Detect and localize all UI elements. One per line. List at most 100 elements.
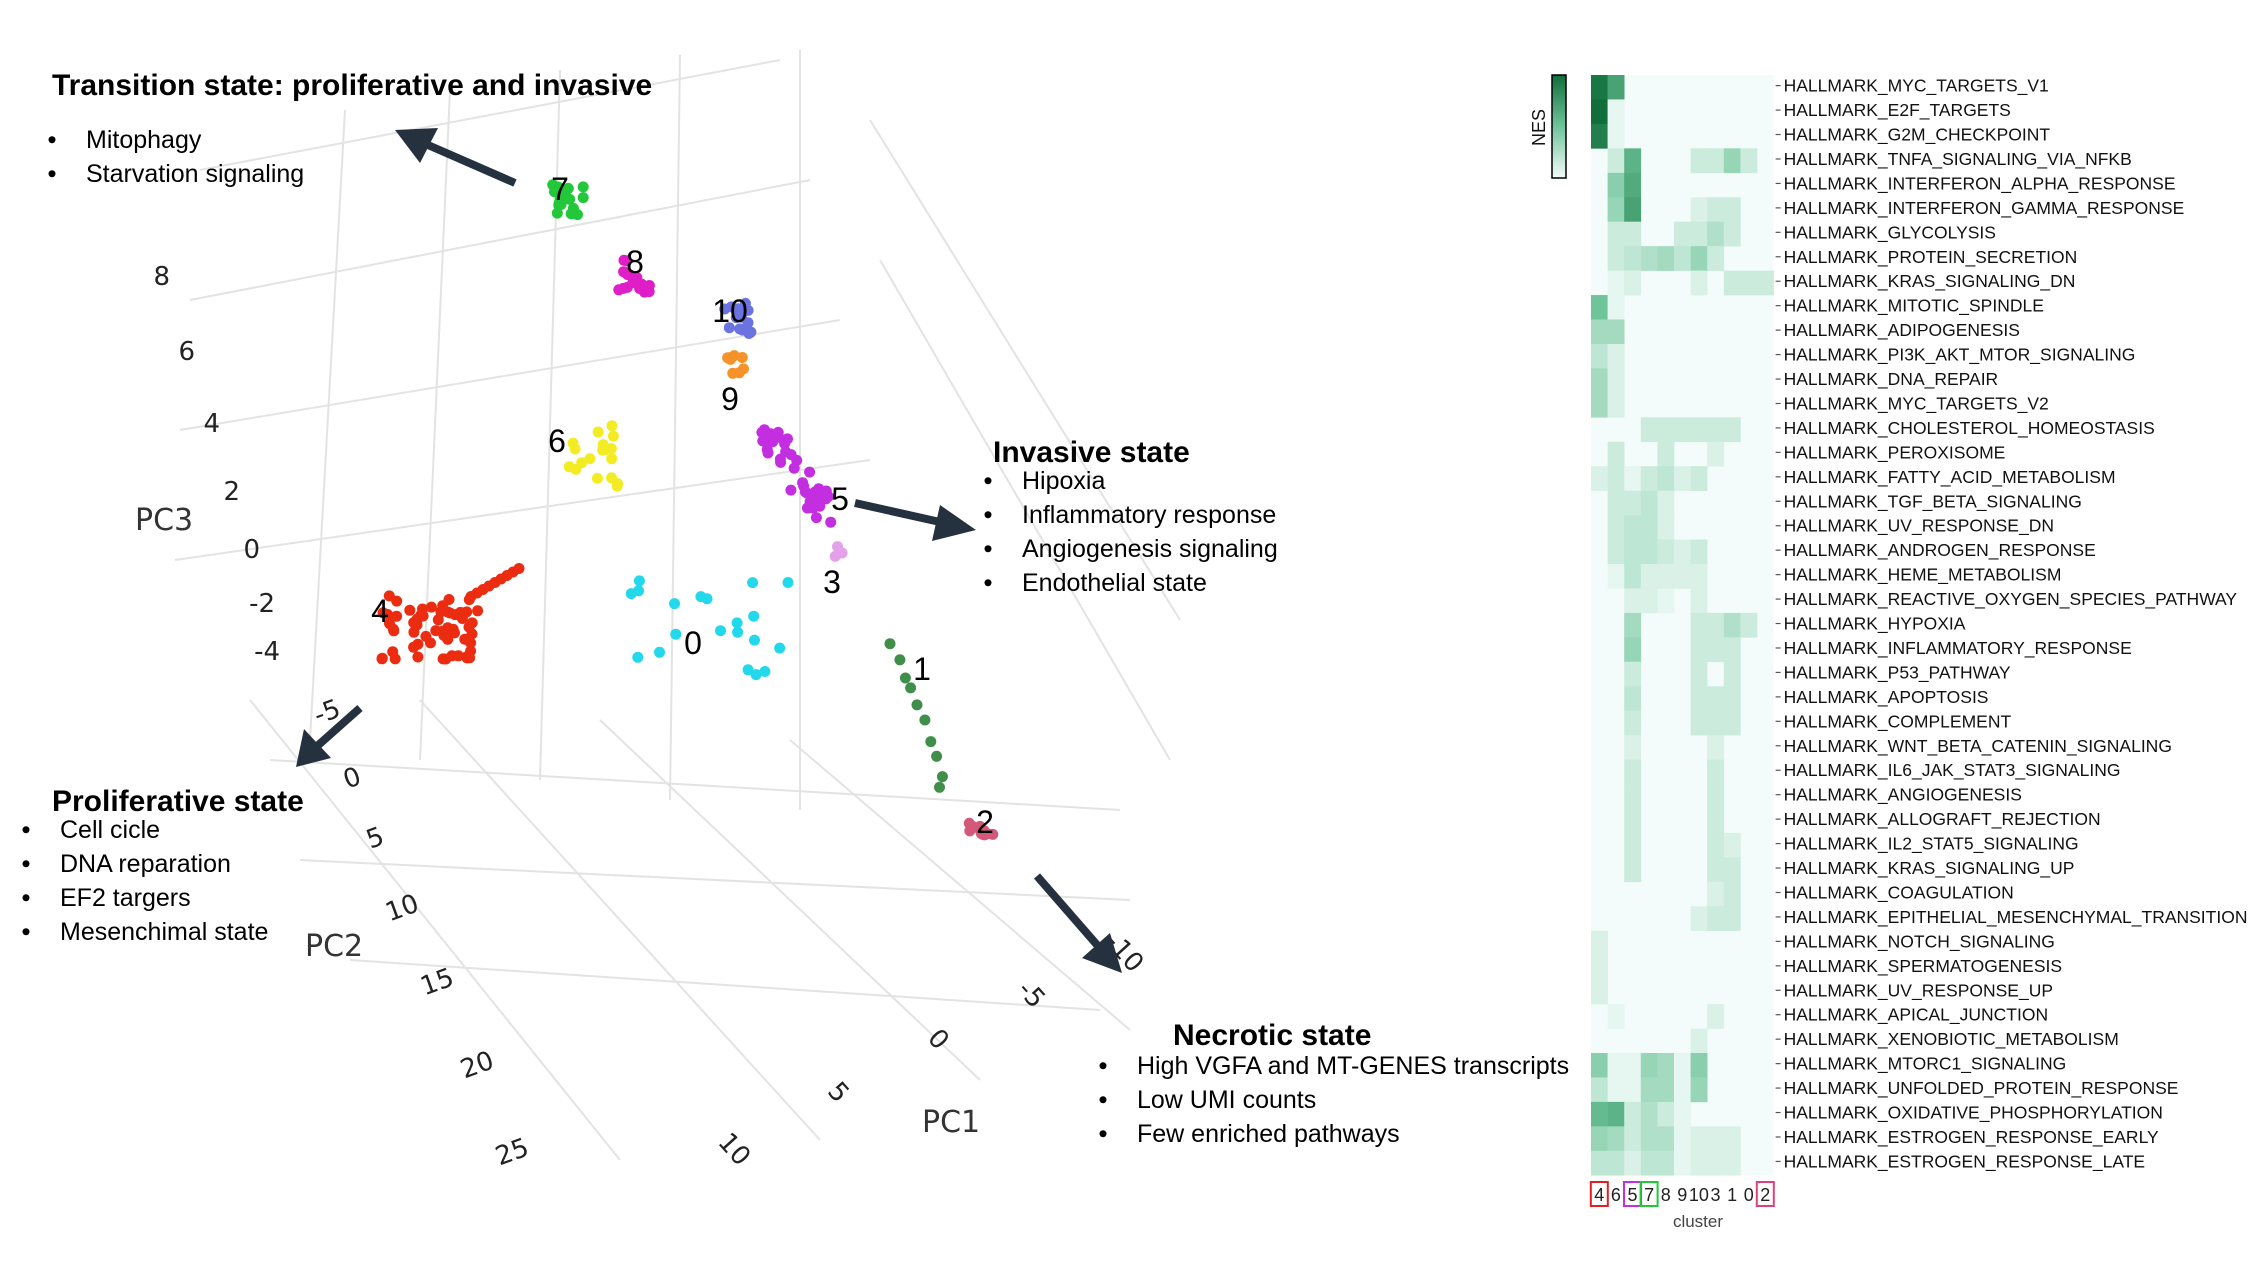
data-point (734, 323, 746, 335)
data-point (425, 601, 437, 613)
data-point (884, 638, 896, 650)
heatmap-cell (1674, 539, 1691, 565)
cluster-2-points (963, 817, 999, 841)
grid-line (179, 319, 841, 431)
bullet (22, 894, 30, 902)
cluster-column-label: 5 (1627, 1185, 1637, 1205)
gene-set-label: HALLMARK_XENOBIOTIC_METABOLISM (1784, 1029, 2119, 1050)
annotation-necrotic: Necrotic state High VGFA and MT-GENES tr… (1099, 1019, 1569, 1148)
data-point (934, 781, 945, 793)
pc1-tick-label: 10 (712, 1127, 756, 1172)
data-point (654, 646, 665, 658)
gene-set-label: HALLMARK_UV_RESPONSE_DN (1784, 516, 2054, 537)
heatmap-cell (1723, 148, 1741, 174)
data-point (782, 577, 794, 588)
heatmap-cell (1690, 1053, 1708, 1078)
heatmap-cell (1690, 1028, 1708, 1054)
heatmap-cell (1674, 1126, 1691, 1152)
heatmap-cell (1690, 221, 1708, 247)
gene-set-label: HALLMARK_TGF_BETA_SIGNALING (1784, 491, 2082, 512)
data-point (743, 328, 755, 339)
data-point (669, 598, 680, 610)
heatmap-cell (1674, 1077, 1691, 1103)
pc3-axis-title: PC3 (135, 503, 193, 538)
annotation-item: Low UMI counts (1137, 1086, 1316, 1114)
bullet (22, 826, 30, 834)
gene-set-label: HALLMARK_ANGIOGENESIS (1784, 785, 2022, 806)
annotation-transition: Transition state: proliferative and inva… (48, 69, 652, 188)
cluster-highlight-box (1639, 1181, 1659, 1207)
annotation-arrows (296, 128, 1122, 973)
heatmap-cell (1607, 1101, 1625, 1127)
data-point (749, 634, 760, 646)
grid-line (419, 89, 451, 761)
data-point (437, 653, 449, 665)
data-point (801, 487, 813, 499)
heatmap-cell (1640, 1150, 1658, 1176)
data-point (611, 480, 623, 492)
heatmap-cell (1591, 1053, 1608, 1078)
heatmap-cell (1607, 1053, 1625, 1078)
gene-set-label: HALLMARK_COAGULATION (1784, 882, 2014, 903)
data-point (389, 653, 401, 665)
heatmap-cell (1707, 1150, 1725, 1176)
pc3-tick-label: -4 (254, 637, 280, 667)
heatmap-cell (1657, 1053, 1675, 1078)
heatmap-cell (1607, 1150, 1625, 1176)
pc2-tick-label: 0 (339, 762, 365, 796)
data-point (782, 433, 793, 445)
heatmap-cell (1624, 1150, 1642, 1176)
heatmap-cell (1657, 490, 1675, 516)
data-point (764, 433, 776, 445)
gene-set-label: HALLMARK_HYPOXIA (1784, 614, 1966, 635)
heatmap-cell (1723, 661, 1741, 687)
bullet (1099, 1096, 1107, 1104)
data-point (738, 363, 749, 375)
pc2-tick-label: 5 (362, 822, 388, 856)
heatmap-cell (1624, 808, 1642, 834)
gene-set-label: HALLMARK_HEME_METABOLISM (1784, 565, 2062, 586)
bullet (1099, 1062, 1107, 1070)
heatmap-x-axis-title: cluster (1673, 1212, 1723, 1231)
heatmap-cell (1707, 710, 1725, 736)
heatmap-cell (1707, 784, 1725, 809)
heatmap-cell (1591, 295, 1608, 320)
data-point (905, 682, 917, 694)
data-point (695, 591, 707, 603)
heatmap-cell (1740, 612, 1758, 638)
heatmap-cell (1591, 979, 1608, 1005)
heatmap-cell (1723, 612, 1741, 638)
heatmap-cell (1591, 930, 1608, 956)
heatmap-cell (1657, 588, 1675, 614)
gene-set-label: HALLMARK_DNA_REPAIR (1784, 369, 1999, 390)
annotation-item: Mesenchimal state (60, 918, 268, 946)
annotation-title: Transition state: proliferative and inva… (52, 69, 652, 102)
gene-set-label: HALLMARK_SPERMATOGENESIS (1784, 956, 2062, 977)
annotation-item: EF2 targers (60, 884, 191, 912)
data-point (758, 424, 770, 436)
gene-set-label: HALLMARK_TNFA_SIGNALING_VIA_NFKB (1784, 149, 2132, 170)
gene-set-label: HALLMARK_INFLAMMATORY_RESPONSE (1784, 638, 2132, 659)
data-point (633, 575, 645, 587)
pc2-tick-label: 20 (457, 1046, 498, 1086)
heatmap-cell (1624, 710, 1642, 736)
heatmap-cell (1707, 759, 1725, 785)
cluster-10-points (719, 297, 757, 339)
data-point (925, 736, 937, 748)
data-point (725, 352, 736, 363)
grid-line (174, 459, 871, 561)
heatmap-cell (1607, 1126, 1625, 1152)
cluster-column-label: 2 (1760, 1185, 1770, 1205)
heatmap-cell (1690, 612, 1708, 638)
data-point (820, 493, 832, 505)
heatmap-cell (1690, 466, 1708, 491)
heatmap-cell (1607, 539, 1625, 565)
gene-set-label: HALLMARK_PI3K_AKT_MTOR_SIGNALING (1784, 345, 2136, 366)
bullet (984, 477, 992, 485)
heatmap-cell (1657, 441, 1675, 467)
arrow-proliferative (296, 705, 363, 767)
gene-set-label: HALLMARK_MYC_TARGETS_V1 (1784, 76, 2049, 97)
heatmap-cell (1757, 270, 1774, 296)
heatmap-cell (1690, 246, 1708, 271)
heatmap-cell (1591, 466, 1608, 491)
